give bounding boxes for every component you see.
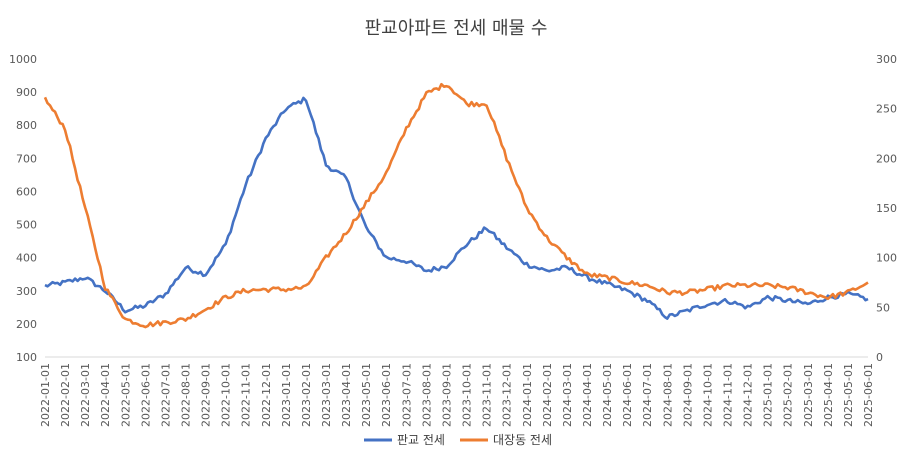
x-tick-label: 2022-08-01 <box>180 363 193 427</box>
x-tick-label: 2023-10-01 <box>461 363 474 427</box>
right-tick-label: 50 <box>876 301 890 314</box>
legend: 판교 전세 대장동 전세 <box>364 433 552 447</box>
x-tick-label: 2023-07-01 <box>400 363 413 427</box>
x-tick-label: 2023-01-01 <box>280 363 293 427</box>
x-tick-label: 2023-09-01 <box>440 363 453 427</box>
x-tick-label: 2023-05-01 <box>360 363 373 427</box>
x-tick-label: 2022-04-01 <box>99 363 112 427</box>
x-tick-label: 2025-01-01 <box>762 363 775 427</box>
chart-title: 판교아파트 전세 매물 수 <box>365 18 548 39</box>
x-tick-label: 2024-02-01 <box>541 363 554 427</box>
x-tick-label: 2024-11-01 <box>721 363 734 427</box>
left-tick-label: 600 <box>16 185 37 198</box>
right-tick-label: 150 <box>876 202 897 215</box>
left-tick-label: 700 <box>16 152 37 165</box>
left-tick-label: 200 <box>16 318 37 331</box>
left-tick-label: 1000 <box>9 53 37 66</box>
x-tick-label: 2025-06-01 <box>862 363 875 427</box>
x-tick-label: 2024-07-01 <box>641 363 654 427</box>
x-tick-label: 2024-12-01 <box>742 363 755 427</box>
right-tick-label: 250 <box>876 103 897 116</box>
x-tick-label: 2022-01-01 <box>39 363 52 427</box>
series-layer <box>43 82 869 329</box>
x-tick-label: 2024-01-01 <box>521 363 534 427</box>
left-tick-label: 800 <box>16 119 37 132</box>
x-tick-label: 2024-04-01 <box>581 363 594 427</box>
x-tick-label: 2023-04-01 <box>340 363 353 427</box>
x-tick-label: 2022-06-01 <box>139 363 152 427</box>
x-tick-label: 2023-11-01 <box>481 363 494 427</box>
right-tick-label: 200 <box>876 152 897 165</box>
x-axis: 2022-01-01 2022-02-01 2022-03-01 2022-04-01… <box>39 356 875 427</box>
x-tick-label: 2022-03-01 <box>79 363 92 427</box>
x-tick-label: 2025-03-01 <box>802 363 815 427</box>
right-tick-label: 0 <box>876 351 883 364</box>
series-line-2 <box>43 82 869 329</box>
x-tick-label: 2024-05-01 <box>601 363 614 427</box>
x-tick-label: 2023-03-01 <box>320 363 333 427</box>
x-tick-label: 2022-02-01 <box>59 363 72 427</box>
left-tick-label: 300 <box>16 285 37 298</box>
x-tick-label: 2024-03-01 <box>561 363 574 427</box>
x-tick-label: 2023-12-01 <box>501 363 514 427</box>
x-tick-label: 2022-12-01 <box>260 363 273 427</box>
x-tick-label: 2022-07-01 <box>159 363 172 427</box>
right-axis: 0 50 100 150 200 250 300 <box>876 53 897 364</box>
x-tick-label: 2025-05-01 <box>842 363 855 427</box>
left-tick-label: 400 <box>16 252 37 265</box>
right-tick-label: 300 <box>876 53 897 66</box>
x-tick-label: 2022-05-01 <box>119 363 132 427</box>
x-tick-label: 2024-06-01 <box>621 363 634 427</box>
legend-label-series-1: 판교 전세 <box>397 433 445 447</box>
series-line-1 <box>44 96 869 320</box>
x-tick-label: 2025-04-01 <box>822 363 835 427</box>
left-tick-label: 900 <box>16 86 37 99</box>
x-tick-label: 2025-02-01 <box>782 363 795 427</box>
x-tick-label: 2024-09-01 <box>681 363 694 427</box>
x-tick-label: 2022-09-01 <box>200 363 213 427</box>
right-tick-label: 100 <box>876 252 897 265</box>
left-tick-label: 500 <box>16 219 37 232</box>
legend-label-series-2: 대장동 전세 <box>493 433 552 447</box>
x-tick-label: 2022-11-01 <box>240 363 253 427</box>
left-axis: 100 200 300 400 500 600 700 800 900 1000 <box>9 53 37 364</box>
x-tick-label: 2024-10-01 <box>701 363 714 427</box>
x-tick-label: 2024-08-01 <box>661 363 674 427</box>
x-tick-label: 2023-08-01 <box>420 363 433 427</box>
x-tick-label: 2023-02-01 <box>300 363 313 427</box>
x-tick-label: 2023-06-01 <box>380 363 393 427</box>
x-tick-label: 2022-10-01 <box>220 363 233 427</box>
left-tick-label: 100 <box>16 351 37 364</box>
